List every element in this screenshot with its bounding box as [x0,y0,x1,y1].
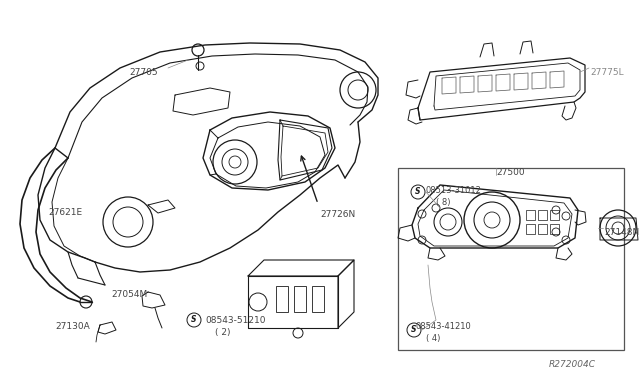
Bar [526,210,535,220]
Text: ( 4): ( 4) [426,334,440,343]
Text: 08543-51210: 08543-51210 [205,316,266,325]
Text: 27130A: 27130A [55,322,90,331]
Text: 27705: 27705 [129,68,158,77]
Text: S: S [415,187,420,196]
Text: 27148N: 27148N [604,228,639,237]
Bar [276,286,288,312]
Text: 08513-31012: 08513-31012 [426,186,482,195]
Bar [526,224,535,234]
Text: ( 8): ( 8) [436,198,451,207]
Text: R272004C: R272004C [549,360,596,369]
Text: 27500: 27500 [496,168,525,177]
Text: 27054M: 27054M [112,290,148,299]
Text: S: S [191,315,196,324]
Bar [550,224,559,234]
Bar [550,210,559,220]
Text: ( 2): ( 2) [215,328,230,337]
Bar [538,210,547,220]
Text: 08543-41210: 08543-41210 [416,322,472,331]
Text: 27621E: 27621E [48,208,82,217]
Text: 27775L: 27775L [590,68,623,77]
Bar [398,168,624,350]
Text: 27726N: 27726N [320,210,355,219]
Bar [294,286,306,312]
Text: S: S [412,326,417,334]
Bar [312,286,324,312]
Bar [538,224,547,234]
